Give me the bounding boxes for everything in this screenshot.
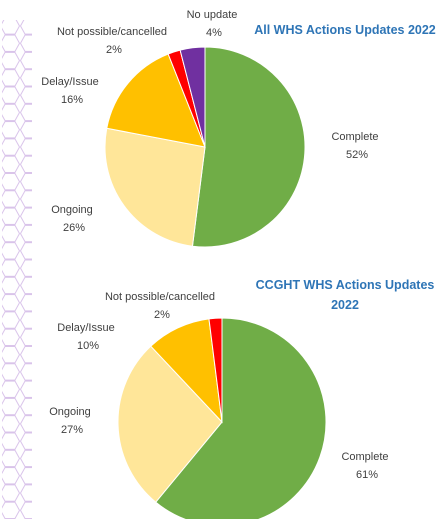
slice-value-label: 27% — [61, 424, 83, 436]
decoration — [2, 20, 32, 519]
slice-label: Delay/Issue — [41, 76, 98, 88]
slice-value-label: 16% — [61, 94, 83, 106]
chart-title: All WHS Actions Updates 2022 — [250, 20, 440, 40]
chart-title: CCGHT WHS Actions Updates 2022 — [250, 275, 440, 315]
slice-label: Ongoing — [49, 406, 91, 418]
slice-value-label: 4% — [206, 27, 222, 39]
slice-value-label: 2% — [154, 309, 170, 321]
slice-label: Complete — [331, 131, 378, 143]
slice-label: Ongoing — [51, 204, 93, 216]
slice-label: Not possible/cancelled — [105, 291, 215, 303]
pie-slice — [192, 47, 305, 247]
slice-value-label: 10% — [77, 340, 99, 352]
slice-value-label: 2% — [106, 44, 122, 56]
pie-slice — [105, 128, 205, 246]
page: {"chart_data": [ {"type": "pie", "title"… — [0, 0, 445, 519]
slice-label: Complete — [341, 451, 388, 463]
chart: Complete 52% Ongoing 26% Delay/Issue 16% Not p… — [0, 0, 445, 519]
slice-label: Not possible/cancelled — [57, 26, 167, 38]
slice-label: No update — [187, 9, 238, 21]
slice-value-label: 61% — [356, 469, 378, 481]
slice-value-label: 52% — [346, 149, 368, 161]
slice-label: Delay/Issue — [57, 322, 114, 334]
slice-value-label: 26% — [63, 222, 85, 234]
